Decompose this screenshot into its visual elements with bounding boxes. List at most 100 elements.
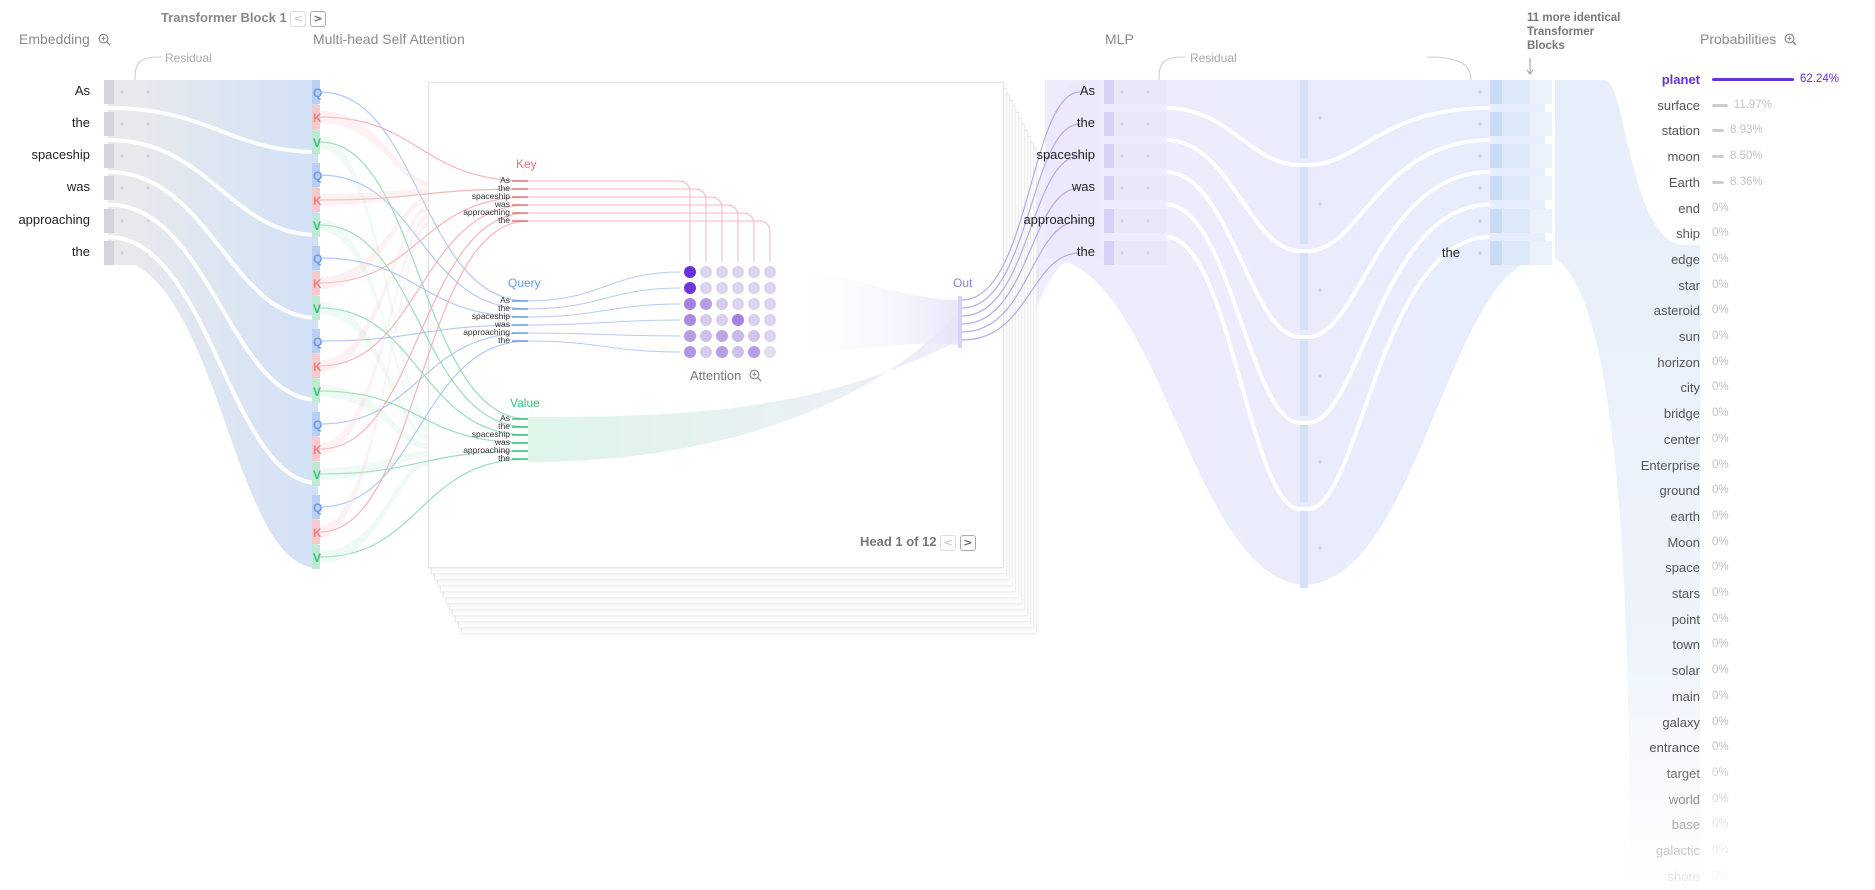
block-output-gap: [1530, 144, 1552, 168]
out-to-mlp-line: [961, 155, 1081, 317]
mlp-input-vector: [1104, 144, 1114, 168]
block-output-gap: [1530, 241, 1552, 265]
value-ribbon: [320, 136, 428, 425]
qkv-vector: [312, 105, 320, 129]
vector-dot: [1146, 251, 1150, 255]
query-token-label: spaceship: [471, 311, 510, 321]
probability-value: 0%: [1712, 201, 1729, 214]
residual-vector: [114, 176, 144, 200]
probability-row: Moon 0%: [1590, 533, 1850, 553]
probability-word: Enterprise: [1640, 457, 1700, 473]
value-ribbon: [320, 302, 428, 441]
qkv-vector: [312, 354, 320, 378]
probability-word: bridge: [1663, 406, 1700, 422]
qkv-vector: [312, 437, 320, 461]
attention-cell: [684, 282, 696, 294]
vector-dot: [1146, 122, 1150, 126]
vector-dot: [146, 154, 150, 158]
value-flow-line: [319, 224, 529, 428]
prev-head-button[interactable]: <: [940, 534, 957, 551]
attention-matrix: [684, 266, 776, 358]
probability-value: 0%: [1712, 844, 1729, 856]
input-token: spaceship: [31, 147, 90, 162]
probability-word: galaxy: [1662, 714, 1700, 730]
qkv-vector: [312, 188, 320, 212]
query-label: Query: [508, 276, 541, 290]
vector-dot: [120, 122, 124, 126]
token-separator: [107, 235, 319, 485]
zoom-in-icon[interactable]: [1784, 33, 1797, 46]
probabilities-label: Probabilities: [1700, 31, 1777, 47]
probability-row: bridge 0%: [1590, 404, 1850, 424]
embedding-columns: [104, 80, 319, 485]
query-to-matrix-line: [527, 340, 681, 353]
attention-caption: Attention: [690, 368, 762, 383]
probability-word: asteroid: [1653, 303, 1700, 319]
attention-cell: [684, 330, 696, 342]
qkv-letter: K: [313, 526, 322, 540]
probability-value: 0%: [1712, 638, 1729, 651]
probability-row: star 0%: [1590, 276, 1850, 296]
qkv-vector: [312, 329, 320, 353]
mlp-hidden-vector: [1300, 166, 1308, 244]
next-head-button[interactable]: >: [959, 534, 976, 551]
vector-dot: [146, 90, 150, 94]
probability-word: solar: [1671, 663, 1700, 679]
next-block-button[interactable]: >: [309, 10, 326, 27]
attention-cell: [732, 266, 744, 278]
mlp-separator: [1165, 138, 1491, 253]
qkv-vector: [312, 462, 320, 486]
attention-cell: [684, 314, 696, 326]
zoom-in-icon[interactable]: [749, 369, 762, 382]
block-output-vector: [1490, 144, 1502, 168]
qkv-letter: V: [313, 468, 321, 482]
probability-value: 0%: [1712, 869, 1729, 882]
out-vector: [958, 296, 962, 348]
probability-word: galactic: [1655, 843, 1700, 858]
attention-cell: [764, 282, 776, 294]
probability-value: 0%: [1712, 381, 1729, 394]
key-to-matrix-line: [528, 196, 723, 262]
prev-block-button[interactable]: <: [290, 10, 307, 27]
probability-row: horizon 0%: [1590, 353, 1850, 373]
zoom-in-icon[interactable]: [98, 33, 111, 46]
probability-value: 0%: [1712, 484, 1729, 497]
vector-dot: [146, 122, 150, 126]
attention-cell: [716, 266, 728, 278]
probability-word: earth: [1670, 508, 1700, 524]
probability-row: surface 11.97%: [1590, 96, 1850, 116]
mlp-hidden-vector: [1300, 80, 1308, 158]
attention-label: Attention: [690, 368, 742, 383]
qkv-vector: [312, 495, 320, 519]
key-to-matrix-line: [528, 204, 739, 262]
probability-row: main 0%: [1590, 687, 1850, 707]
key-to-matrix-line: [528, 212, 755, 262]
value-label: Value: [510, 396, 540, 410]
probability-word: surface: [1657, 97, 1700, 113]
attention-cell: [764, 298, 776, 310]
query-to-matrix-line: [527, 303, 681, 318]
mlp-input-vector: [1104, 112, 1114, 136]
qkv-vector: [312, 545, 320, 569]
probability-row: town 0%: [1590, 635, 1850, 655]
query-token-label: the: [498, 303, 510, 313]
vector-dot: [1478, 90, 1482, 94]
input-token: was: [66, 179, 90, 194]
block-output-vector: [1490, 209, 1502, 233]
value-token-label: the: [498, 421, 510, 431]
probability-value: 0%: [1712, 612, 1729, 625]
probability-word: moon: [1667, 149, 1700, 165]
block-title: Transformer Block 1: [161, 10, 287, 25]
vector-dot: [120, 154, 124, 158]
embedding-vector: [104, 112, 114, 136]
vector-dot: [1318, 374, 1322, 378]
qkv-letter: V: [313, 302, 321, 316]
block-output-vector: [1490, 176, 1502, 200]
probability-value: 62.24%: [1800, 73, 1840, 85]
value-flow-line: [319, 458, 529, 558]
qkv-vector: [312, 379, 320, 403]
probability-value: 0%: [1712, 458, 1729, 471]
probability-value: 8.36%: [1730, 175, 1763, 188]
attention-cell: [764, 330, 776, 342]
probability-word: shore: [1667, 868, 1700, 884]
